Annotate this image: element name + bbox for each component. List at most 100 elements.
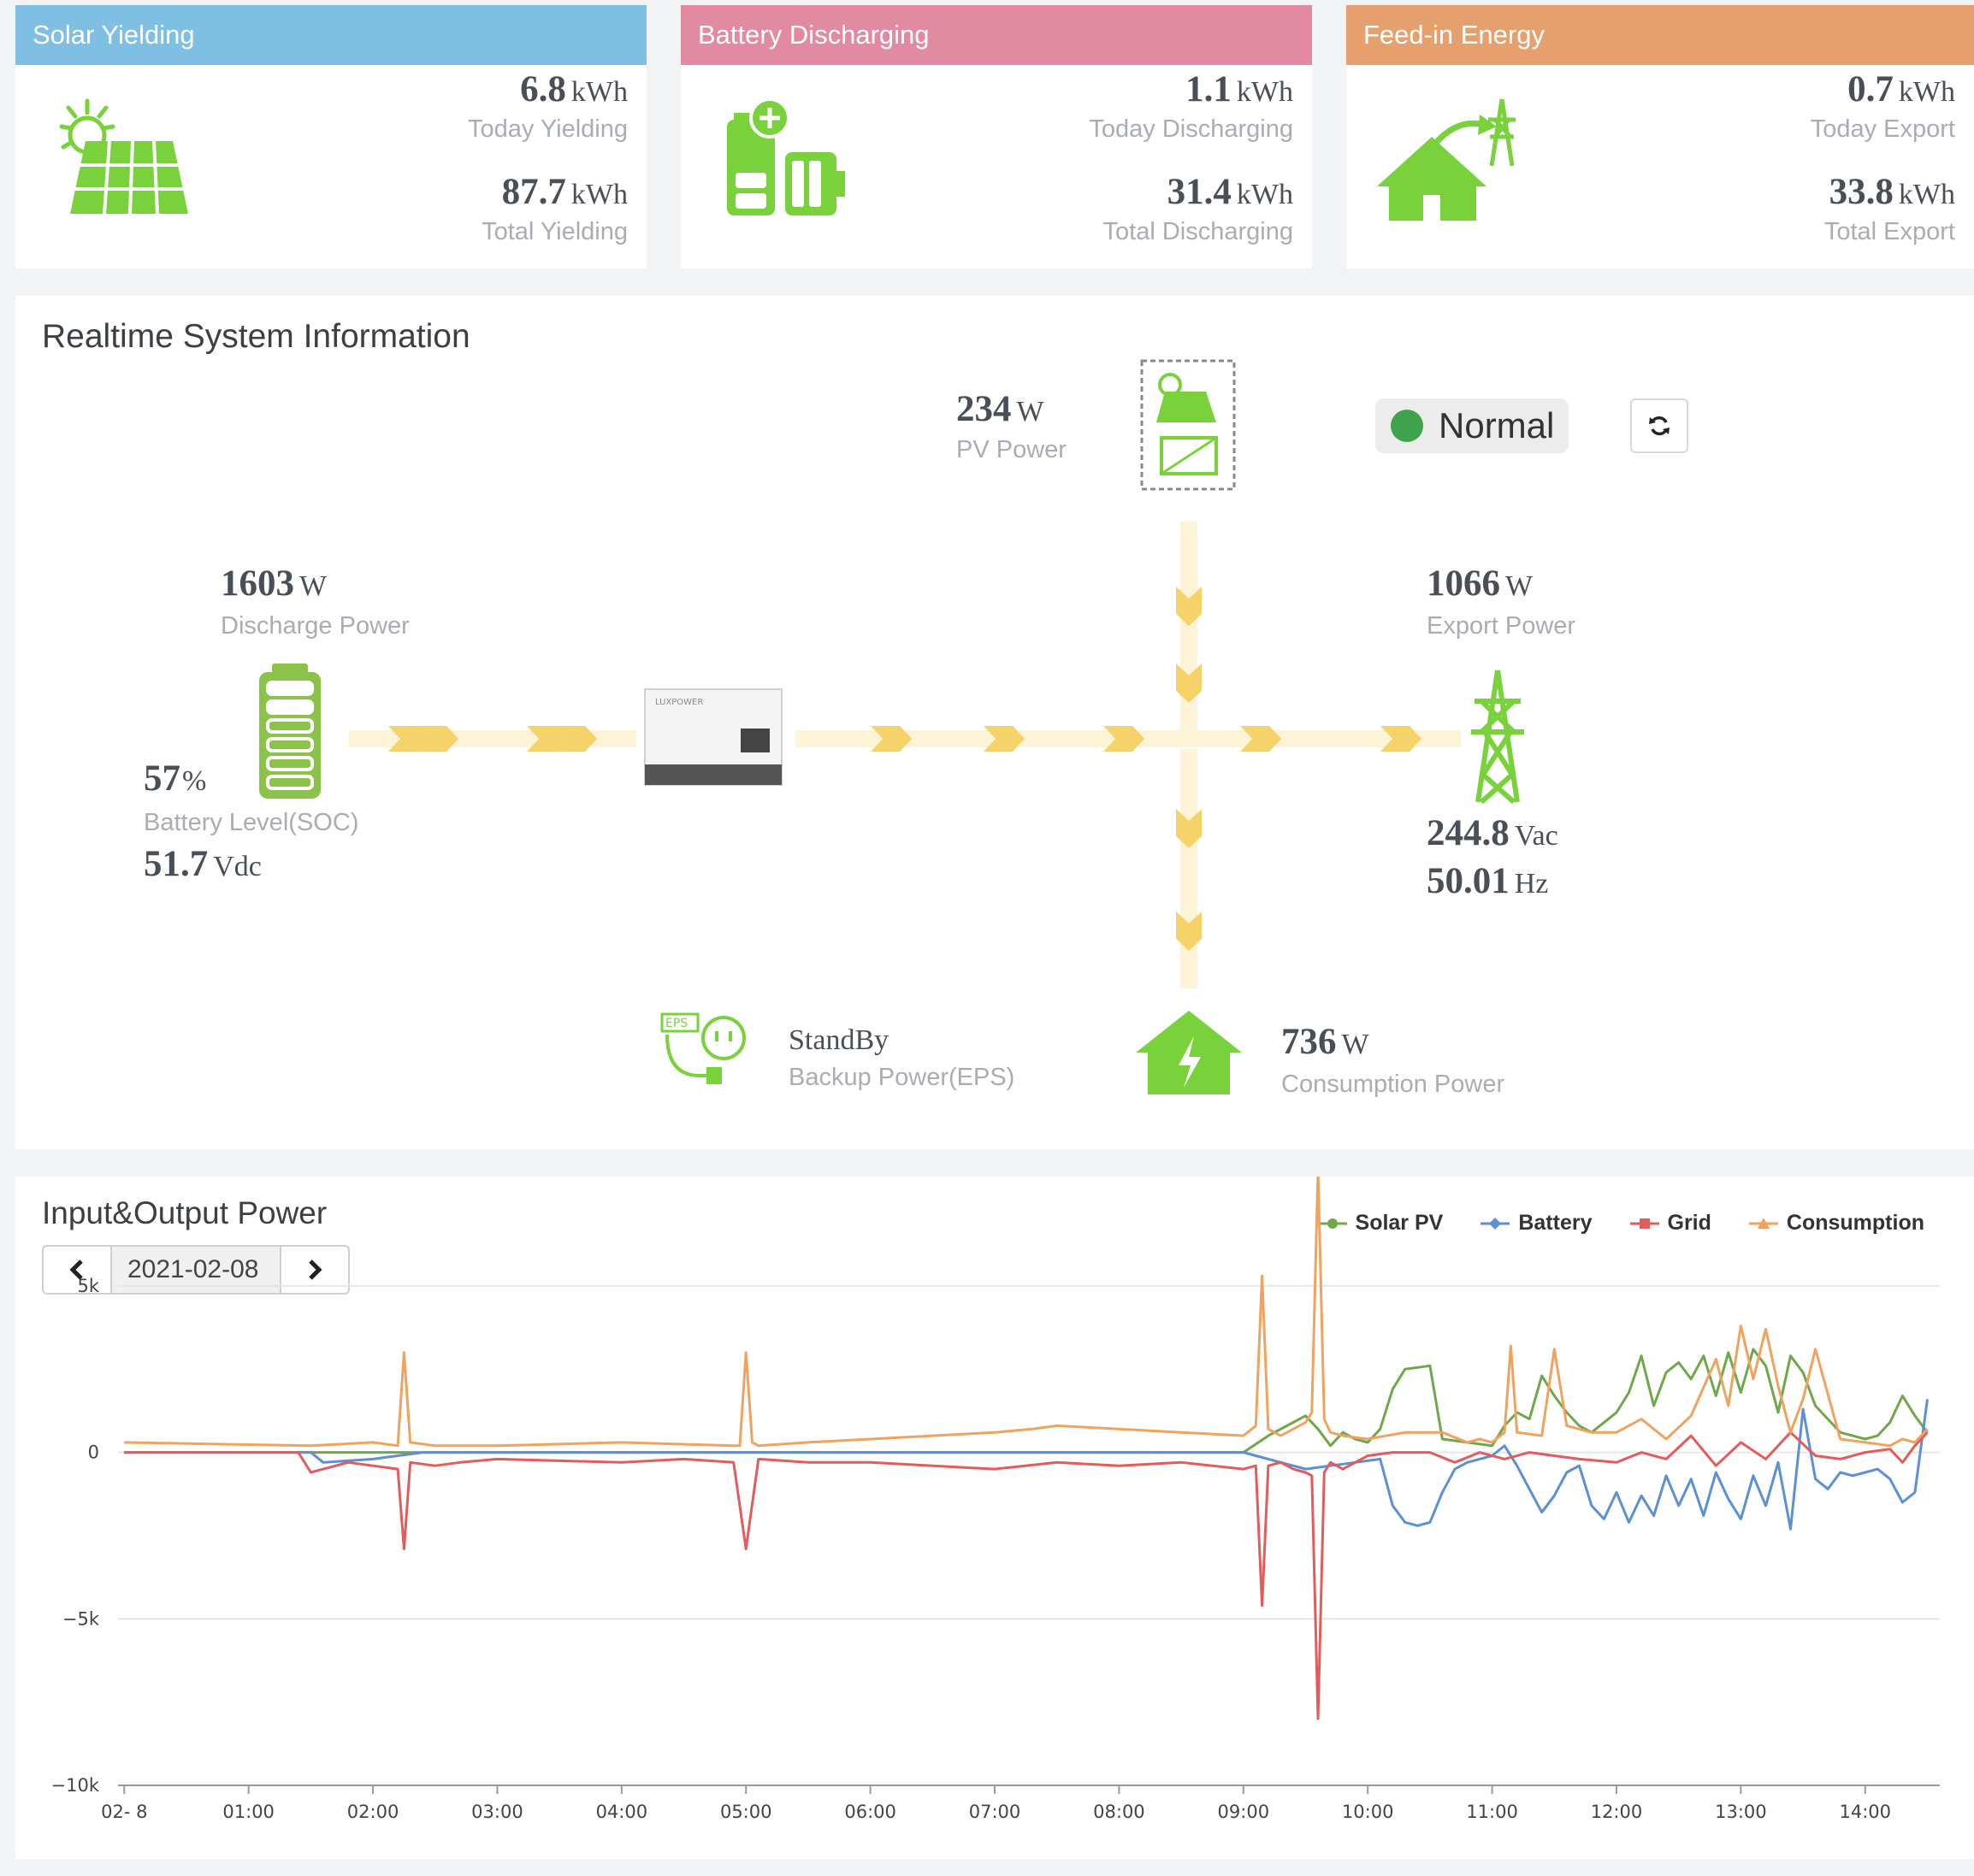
card-title: Battery Discharging (698, 20, 930, 50)
today-discharging-unit: kWh (1236, 76, 1293, 108)
realtime-panel: Realtime System Information (15, 296, 1974, 1149)
legend-label: Grid (1667, 1211, 1711, 1235)
export-power-unit: W (1505, 570, 1534, 602)
battery-voltage-value: 51.7 Vdc (144, 843, 262, 885)
export-power-number: 1066 (1427, 563, 1500, 604)
io-power-panel: Input&Output Power 2021-02-08 Solar PV B… (15, 1177, 1974, 1859)
legend-item-battery[interactable]: Battery (1480, 1211, 1593, 1236)
x-tick-label: 10:00 (1342, 1802, 1394, 1822)
pv-power-value: 234 W (956, 388, 1044, 430)
today-yielding-value: 6.8 (520, 69, 566, 109)
pv-array-icon (1140, 359, 1236, 491)
today-export-stat: 0.7 kWh Today Export (1811, 68, 1955, 144)
today-discharging-value: 1.1 (1185, 69, 1232, 109)
chart-gridlines (118, 1284, 1940, 1786)
consumption-power-unit: W (1341, 1029, 1369, 1060)
total-discharging-stat: 31.4 kWh Total Discharging (1103, 171, 1293, 246)
grid-frequency-number: 50.01 (1427, 861, 1510, 901)
export-power-value: 1066 W (1427, 563, 1533, 605)
series-line-consumption (124, 1177, 1929, 1448)
x-tick-label: 02- 8 (101, 1802, 147, 1822)
total-yielding-label: Total Yielding (482, 218, 628, 245)
today-yielding-label: Today Yielding (467, 115, 628, 143)
total-export-value: 33.8 (1829, 172, 1894, 212)
total-discharging-label: Total Discharging (1102, 218, 1293, 245)
total-discharging-unit: kWh (1236, 179, 1293, 210)
system-status-badge: Normal (1375, 398, 1569, 453)
battery-soc-unit: % (182, 765, 207, 797)
grid-voltage-number: 244.8 (1427, 813, 1510, 853)
card-header: Feed-in Energy (1346, 5, 1974, 65)
eps-backup-icon: EPS (660, 1012, 746, 1084)
legend-item-consumption[interactable]: Consumption (1748, 1211, 1924, 1236)
card-title: Feed-in Energy (1363, 20, 1545, 50)
x-tick-label: 09:00 (1218, 1802, 1270, 1822)
total-export-stat: 33.8 kWh Total Export (1824, 171, 1955, 246)
x-tick-label: 04:00 (596, 1802, 648, 1822)
discharge-power-value: 1603 W (221, 563, 327, 605)
pv-power-label: PV Power (956, 436, 1067, 463)
today-discharging-label: Today Discharging (1089, 115, 1293, 143)
refresh-button[interactable] (1630, 398, 1688, 453)
card-solar-yielding: Solar Yielding 6.8 kWh Today Yielding 87.… (15, 5, 647, 268)
total-yielding-value: 87.7 (501, 172, 566, 212)
consumption-house-icon (1136, 1011, 1242, 1094)
today-export-unit: kWh (1898, 76, 1955, 108)
legend-item-grid[interactable]: Grid (1629, 1211, 1711, 1236)
eps-status: StandBy (789, 1024, 889, 1056)
x-tick-label: 02:00 (347, 1802, 399, 1822)
y-tick-label: 5k (77, 1276, 99, 1296)
card-battery-discharging: Battery Discharging 1.1 kWh Today Dischar… (681, 5, 1312, 268)
chart-legend: Solar PV Battery Grid Consumption (1317, 1211, 1924, 1236)
realtime-title: Realtime System Information (42, 318, 470, 355)
grid-frequency-unit: Hz (1514, 868, 1549, 900)
pv-to-bus-flow (1176, 522, 1202, 730)
battery-soc-label: Battery Level(SOC) (144, 809, 359, 836)
consumption-power-label: Consumption Power (1281, 1071, 1505, 1098)
x-tick-label: 08:00 (1093, 1802, 1145, 1822)
house-grid-export-icon (1377, 98, 1516, 221)
today-export-value: 0.7 (1847, 69, 1894, 109)
series-line-solar-pv (124, 1348, 1929, 1454)
x-tick-label: 06:00 (844, 1802, 896, 1822)
total-yielding-stat: 87.7 kWh Total Yielding (482, 171, 628, 246)
export-power-label: Export Power (1427, 612, 1576, 640)
card-title: Solar Yielding (33, 20, 195, 50)
today-export-label: Today Export (1810, 115, 1955, 143)
today-yielding-stat: 6.8 kWh Today Yielding (468, 68, 628, 144)
consumption-power-number: 736 (1281, 1022, 1337, 1062)
discharge-power-label: Discharge Power (221, 612, 410, 640)
previous-day-button[interactable] (44, 1247, 110, 1293)
card-header: Solar Yielding (15, 5, 647, 65)
series-line-grid (124, 1431, 1929, 1720)
total-export-unit: kWh (1898, 179, 1955, 210)
discharge-power-unit: W (299, 570, 328, 602)
chevron-left-icon (69, 1260, 83, 1280)
battery-voltage-number: 51.7 (144, 844, 209, 884)
today-discharging-stat: 1.1 kWh Today Discharging (1089, 68, 1293, 144)
battery-to-inverter-flow (349, 726, 636, 752)
grid-voltage-value: 244.8 Vac (1427, 812, 1558, 854)
x-tick-label: 07:00 (969, 1802, 1021, 1822)
battery-discharge-icon (727, 97, 845, 215)
chevron-right-icon (309, 1260, 322, 1280)
x-tick-label: 05:00 (720, 1802, 772, 1822)
legend-item-solar-pv[interactable]: Solar PV (1317, 1211, 1444, 1236)
discharge-power-number: 1603 (221, 563, 294, 604)
x-tick-label: 11:00 (1466, 1802, 1518, 1822)
battery-soc-number: 57 (144, 758, 180, 799)
grid-tower-icon (1471, 670, 1524, 805)
io-chart-title: Input&Output Power (42, 1195, 328, 1230)
legend-label: Solar PV (1355, 1211, 1444, 1235)
battery-icon (259, 664, 321, 799)
legend-marker (1629, 1218, 1659, 1229)
x-tick-label: 14:00 (1839, 1802, 1891, 1822)
next-day-button[interactable] (281, 1247, 348, 1293)
chart-series (124, 1177, 1929, 1720)
consumption-power-value: 736 W (1281, 1021, 1369, 1063)
energy-flow-diagram: LUXPOWER EPS (259, 359, 1524, 1094)
today-yielding-unit: kWh (570, 76, 628, 108)
eps-badge: EPS (665, 1017, 688, 1030)
